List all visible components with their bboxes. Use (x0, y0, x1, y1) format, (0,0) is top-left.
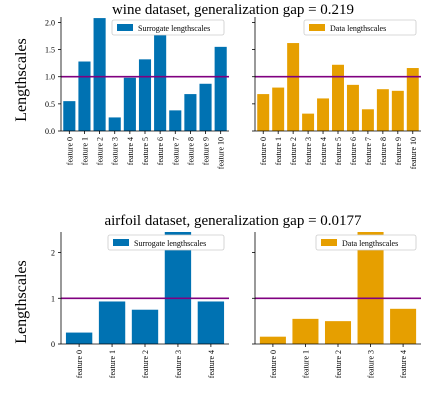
bar-feature-0 (259, 336, 286, 344)
x-tick-label: feature 0 (65, 137, 74, 165)
x-tick-label: feature 3 (304, 137, 313, 165)
subplot-0: 0.0 0.5 1.0 1.5 2.0 feature 0 feature 1 feature… (45, 17, 229, 169)
legend-swatch (113, 239, 129, 246)
wine-panel-title: wine dataset, generalization gap = 0.219 (112, 2, 354, 18)
bar-feature-1 (272, 87, 285, 131)
bar-feature-6 (346, 84, 359, 131)
bar-feature-4 (123, 77, 136, 131)
bar-feature-10 (406, 68, 419, 131)
bar-feature-3 (164, 232, 192, 344)
legend-label: Surrogate lengthscales (134, 239, 206, 248)
legend-swatch (117, 24, 133, 31)
x-tick-label: feature 1 (301, 350, 310, 378)
airfoil-panel-title: airfoil dataset, generalization gap = 0.… (104, 213, 362, 229)
x-tick-label: feature 4 (319, 137, 328, 165)
x-tick-label: feature 6 (156, 137, 165, 165)
y-tick-label: 1.0 (45, 73, 55, 82)
bar-feature-5 (332, 64, 344, 131)
airfoil-y-axis-label: Lengthscales (13, 260, 30, 344)
y-tick-label: 2 (51, 249, 55, 258)
bar-feature-8 (376, 89, 389, 131)
bar-feature-4 (197, 301, 225, 344)
bar-feature-0 (65, 332, 93, 344)
x-tick-label: feature 7 (171, 137, 180, 165)
x-tick-label: feature 3 (367, 350, 376, 378)
x-tick-label: feature 6 (349, 137, 358, 165)
bar-feature-1 (292, 318, 319, 344)
legend-label: Data lengthscales (330, 24, 386, 33)
subplot-3: feature 0 feature 1 feature 2 feature 3 feat… (252, 232, 421, 378)
x-tick-label: feature 0 (259, 137, 268, 165)
x-tick-label: feature 2 (334, 350, 343, 378)
y-tick-label: 2.0 (45, 18, 55, 27)
bar-feature-3 (357, 232, 384, 344)
y-tick-label: 0 (51, 340, 55, 349)
bar-feature-3 (302, 113, 315, 131)
legend-box (107, 234, 225, 251)
bar-feature-7 (361, 109, 374, 131)
x-tick-label: feature 3 (174, 350, 183, 378)
bar-feature-1 (78, 61, 91, 132)
legend-box (303, 19, 417, 36)
x-tick-label: feature 7 (364, 137, 373, 165)
x-tick-label: feature 10 (217, 137, 226, 169)
bar-feature-4 (317, 98, 330, 131)
x-tick-label: feature 5 (334, 137, 343, 165)
x-tick-label: feature 0 (269, 350, 278, 378)
bar-feature-4 (390, 308, 417, 344)
x-tick-label: feature 8 (186, 137, 195, 165)
x-tick-label: feature 1 (274, 137, 283, 165)
subplot-2: 0 1 2 feature 0 feature 1 feature 2 feature 3 f… (51, 232, 229, 378)
legend-box (315, 234, 417, 251)
bar-feature-2 (93, 18, 106, 131)
bar-feature-2 (131, 309, 159, 344)
x-tick-label: feature 5 (141, 137, 150, 165)
bar-feature-5 (138, 59, 152, 131)
subplot-1: feature 0 feature 1 feature 2 feature 3 feat… (252, 17, 421, 169)
bar-feature-10 (214, 46, 227, 131)
bar-feature-1 (98, 301, 126, 344)
bar-feature-0 (257, 94, 270, 131)
x-tick-label: feature 9 (394, 137, 403, 165)
legend-label: Surrogate lengthscales (138, 24, 210, 33)
y-tick-label: 1.5 (45, 46, 55, 55)
wine-y-axis-label: Lengthscales (13, 38, 30, 122)
bar-feature-2 (324, 321, 352, 344)
y-tick-label: 1 (51, 294, 55, 303)
x-tick-label: feature 3 (111, 137, 120, 165)
x-tick-label: feature 2 (289, 137, 298, 165)
x-tick-label: feature 1 (80, 137, 89, 165)
legend-swatch (321, 239, 337, 246)
y-tick-label: 0.5 (45, 100, 55, 109)
x-tick-label: feature 0 (75, 350, 84, 378)
legend-swatch (309, 24, 325, 31)
bar-feature-9 (199, 83, 212, 131)
x-tick-label: feature 4 (399, 350, 408, 378)
bar-feature-8 (184, 94, 197, 131)
x-tick-label: feature 4 (126, 137, 135, 165)
x-tick-label: feature 8 (379, 137, 388, 165)
legend-label: Data lengthscales (342, 239, 398, 248)
y-tick-label: 0.0 (45, 127, 55, 136)
legend-box (111, 19, 225, 36)
bar-feature-9 (391, 90, 404, 131)
bar-feature-0 (63, 101, 76, 131)
bar-feature-3 (108, 117, 121, 131)
x-tick-label: feature 10 (409, 137, 418, 169)
x-tick-label: feature 1 (108, 350, 117, 378)
bar-feature-7 (169, 110, 182, 131)
x-tick-label: feature 2 (96, 137, 105, 165)
x-tick-label: feature 4 (207, 350, 216, 378)
bar-feature-2 (287, 43, 300, 131)
bar-feature-6 (154, 28, 167, 132)
x-tick-label: feature 2 (141, 350, 150, 378)
x-tick-label: feature 9 (202, 137, 211, 165)
